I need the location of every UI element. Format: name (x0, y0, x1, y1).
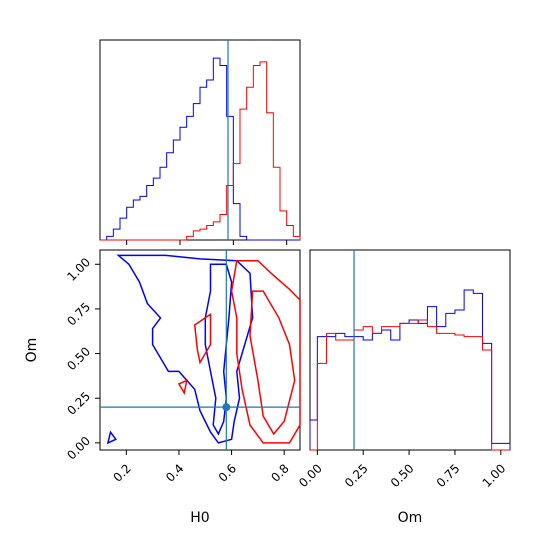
contour-y-tick-label: 1.00 (64, 255, 93, 284)
contour-y-ticks: 0.00 0.25 0.50 0.75 1.00 (64, 255, 100, 462)
contour-red-series (177, 259, 301, 444)
hist-h0-panel (99, 39, 301, 245)
contour-y-tick-label: 0.00 (64, 434, 93, 463)
hist-step-series-2 (310, 319, 510, 451)
contour-x-tick-label: 0.2 (110, 461, 133, 484)
hist-om-tick-label: 0.75 (434, 461, 463, 490)
contour-line-1 (116, 254, 254, 444)
y-axis-label-om: Om (24, 338, 40, 363)
hist-om-panel: 0.00 0.25 0.50 0.75 1.00 (296, 249, 511, 490)
hist-step-series-2 (100, 61, 301, 241)
contour-panel: 0.2 0.4 0.6 0.8 0.00 0.25 0.50 0.75 1.00 (64, 249, 301, 485)
contour-y-tick-label: 0.50 (64, 344, 93, 373)
hist-h0-series (100, 57, 301, 241)
truth-point (222, 403, 231, 412)
contour-blue-series (106, 254, 254, 445)
hist-step-series-1 (100, 57, 300, 241)
contour-line-2 (106, 430, 117, 445)
x-axis-label-om: Om (398, 510, 423, 526)
contour-line-2 (249, 290, 296, 436)
contour-y-tick-label: 0.75 (64, 300, 93, 329)
hist-h0-frame (99, 39, 301, 241)
hist-om-tick-label: 1.00 (480, 461, 509, 490)
contour-line-4 (177, 379, 188, 395)
contour-frame (99, 249, 301, 451)
hist-om-tick-label: 0.00 (296, 461, 325, 490)
hist-om-series (309, 289, 511, 451)
contour-x-ticks: 0.2 0.4 0.6 0.8 (110, 450, 292, 485)
hist-om-ticks: 0.00 0.25 0.50 0.75 1.00 (296, 450, 508, 490)
hist-h0-ticks (126, 240, 288, 245)
contour-x-tick-label: 0.6 (216, 461, 239, 484)
hist-om-frame (309, 249, 511, 451)
x-axis-label-h0: H0 (190, 510, 209, 526)
contour-x-tick-label: 0.4 (163, 461, 186, 484)
hist-om-tick-label: 0.25 (342, 461, 371, 490)
hist-step-series-1 (309, 289, 511, 450)
contour-line-3 (193, 312, 212, 365)
contour-line-3 (204, 263, 233, 436)
contour-x-tick-label: 0.8 (268, 461, 291, 484)
contour-line-1 (230, 259, 301, 444)
hist-om-tick-label: 0.50 (388, 461, 417, 490)
contour-y-tick-label: 0.25 (64, 389, 93, 418)
